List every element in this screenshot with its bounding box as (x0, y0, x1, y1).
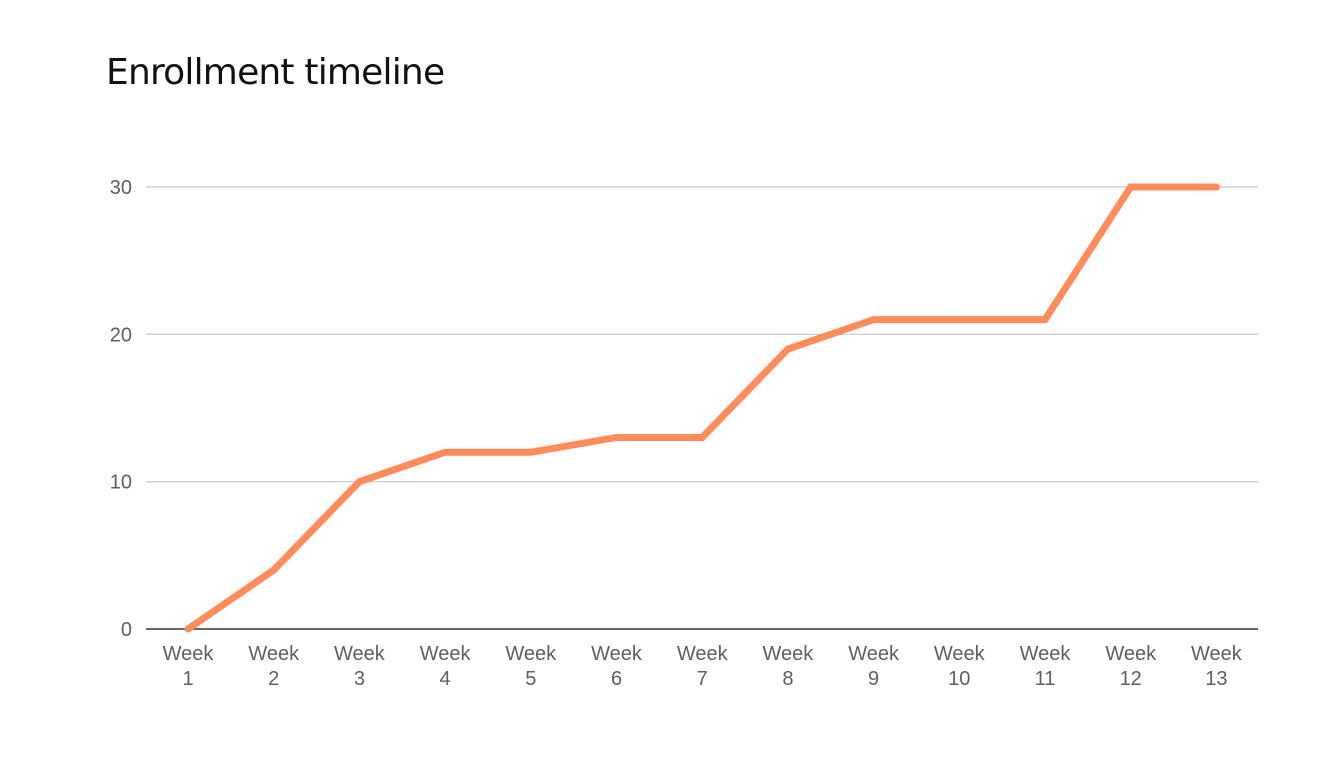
data-point (698, 433, 706, 441)
y-tick-label: 20 (110, 324, 132, 346)
x-tick-label: Week 13 (1191, 643, 1243, 690)
x-tick-label: Week 12 (1105, 643, 1157, 690)
x-tick-label: Week 11 (1020, 643, 1072, 690)
x-tick-label: Week 5 (505, 643, 557, 690)
series-line (186, 183, 1217, 632)
data-point (1041, 316, 1049, 324)
data-point (613, 433, 620, 441)
data-point (870, 316, 878, 324)
data-point (955, 316, 963, 324)
y-tick-label: 10 (110, 472, 132, 494)
data-point (355, 478, 363, 486)
x-tick-label: Week 7 (677, 643, 729, 690)
x-tick-label: Week 8 (763, 643, 815, 690)
y-tick-label: 30 (110, 177, 132, 199)
x-tick-label: Week 10 (934, 643, 986, 690)
x-tick-label: Week 4 (420, 643, 472, 690)
data-point (1212, 183, 1220, 191)
x-tick-label: Week 6 (591, 643, 643, 690)
chart-title: Enrollment timeline (106, 52, 445, 93)
y-tick-label: 0 (121, 619, 132, 641)
data-point (270, 566, 278, 574)
x-tick-label: Week 2 (248, 643, 300, 690)
data-point (1127, 183, 1135, 191)
data-point (184, 625, 192, 633)
x-tick-label: Week 1 (163, 643, 215, 690)
data-point (784, 345, 792, 353)
data-point (441, 448, 449, 456)
x-tick-label: Week 9 (848, 643, 900, 690)
data-point (527, 448, 535, 456)
x-tick-label: Week 3 (334, 643, 386, 690)
